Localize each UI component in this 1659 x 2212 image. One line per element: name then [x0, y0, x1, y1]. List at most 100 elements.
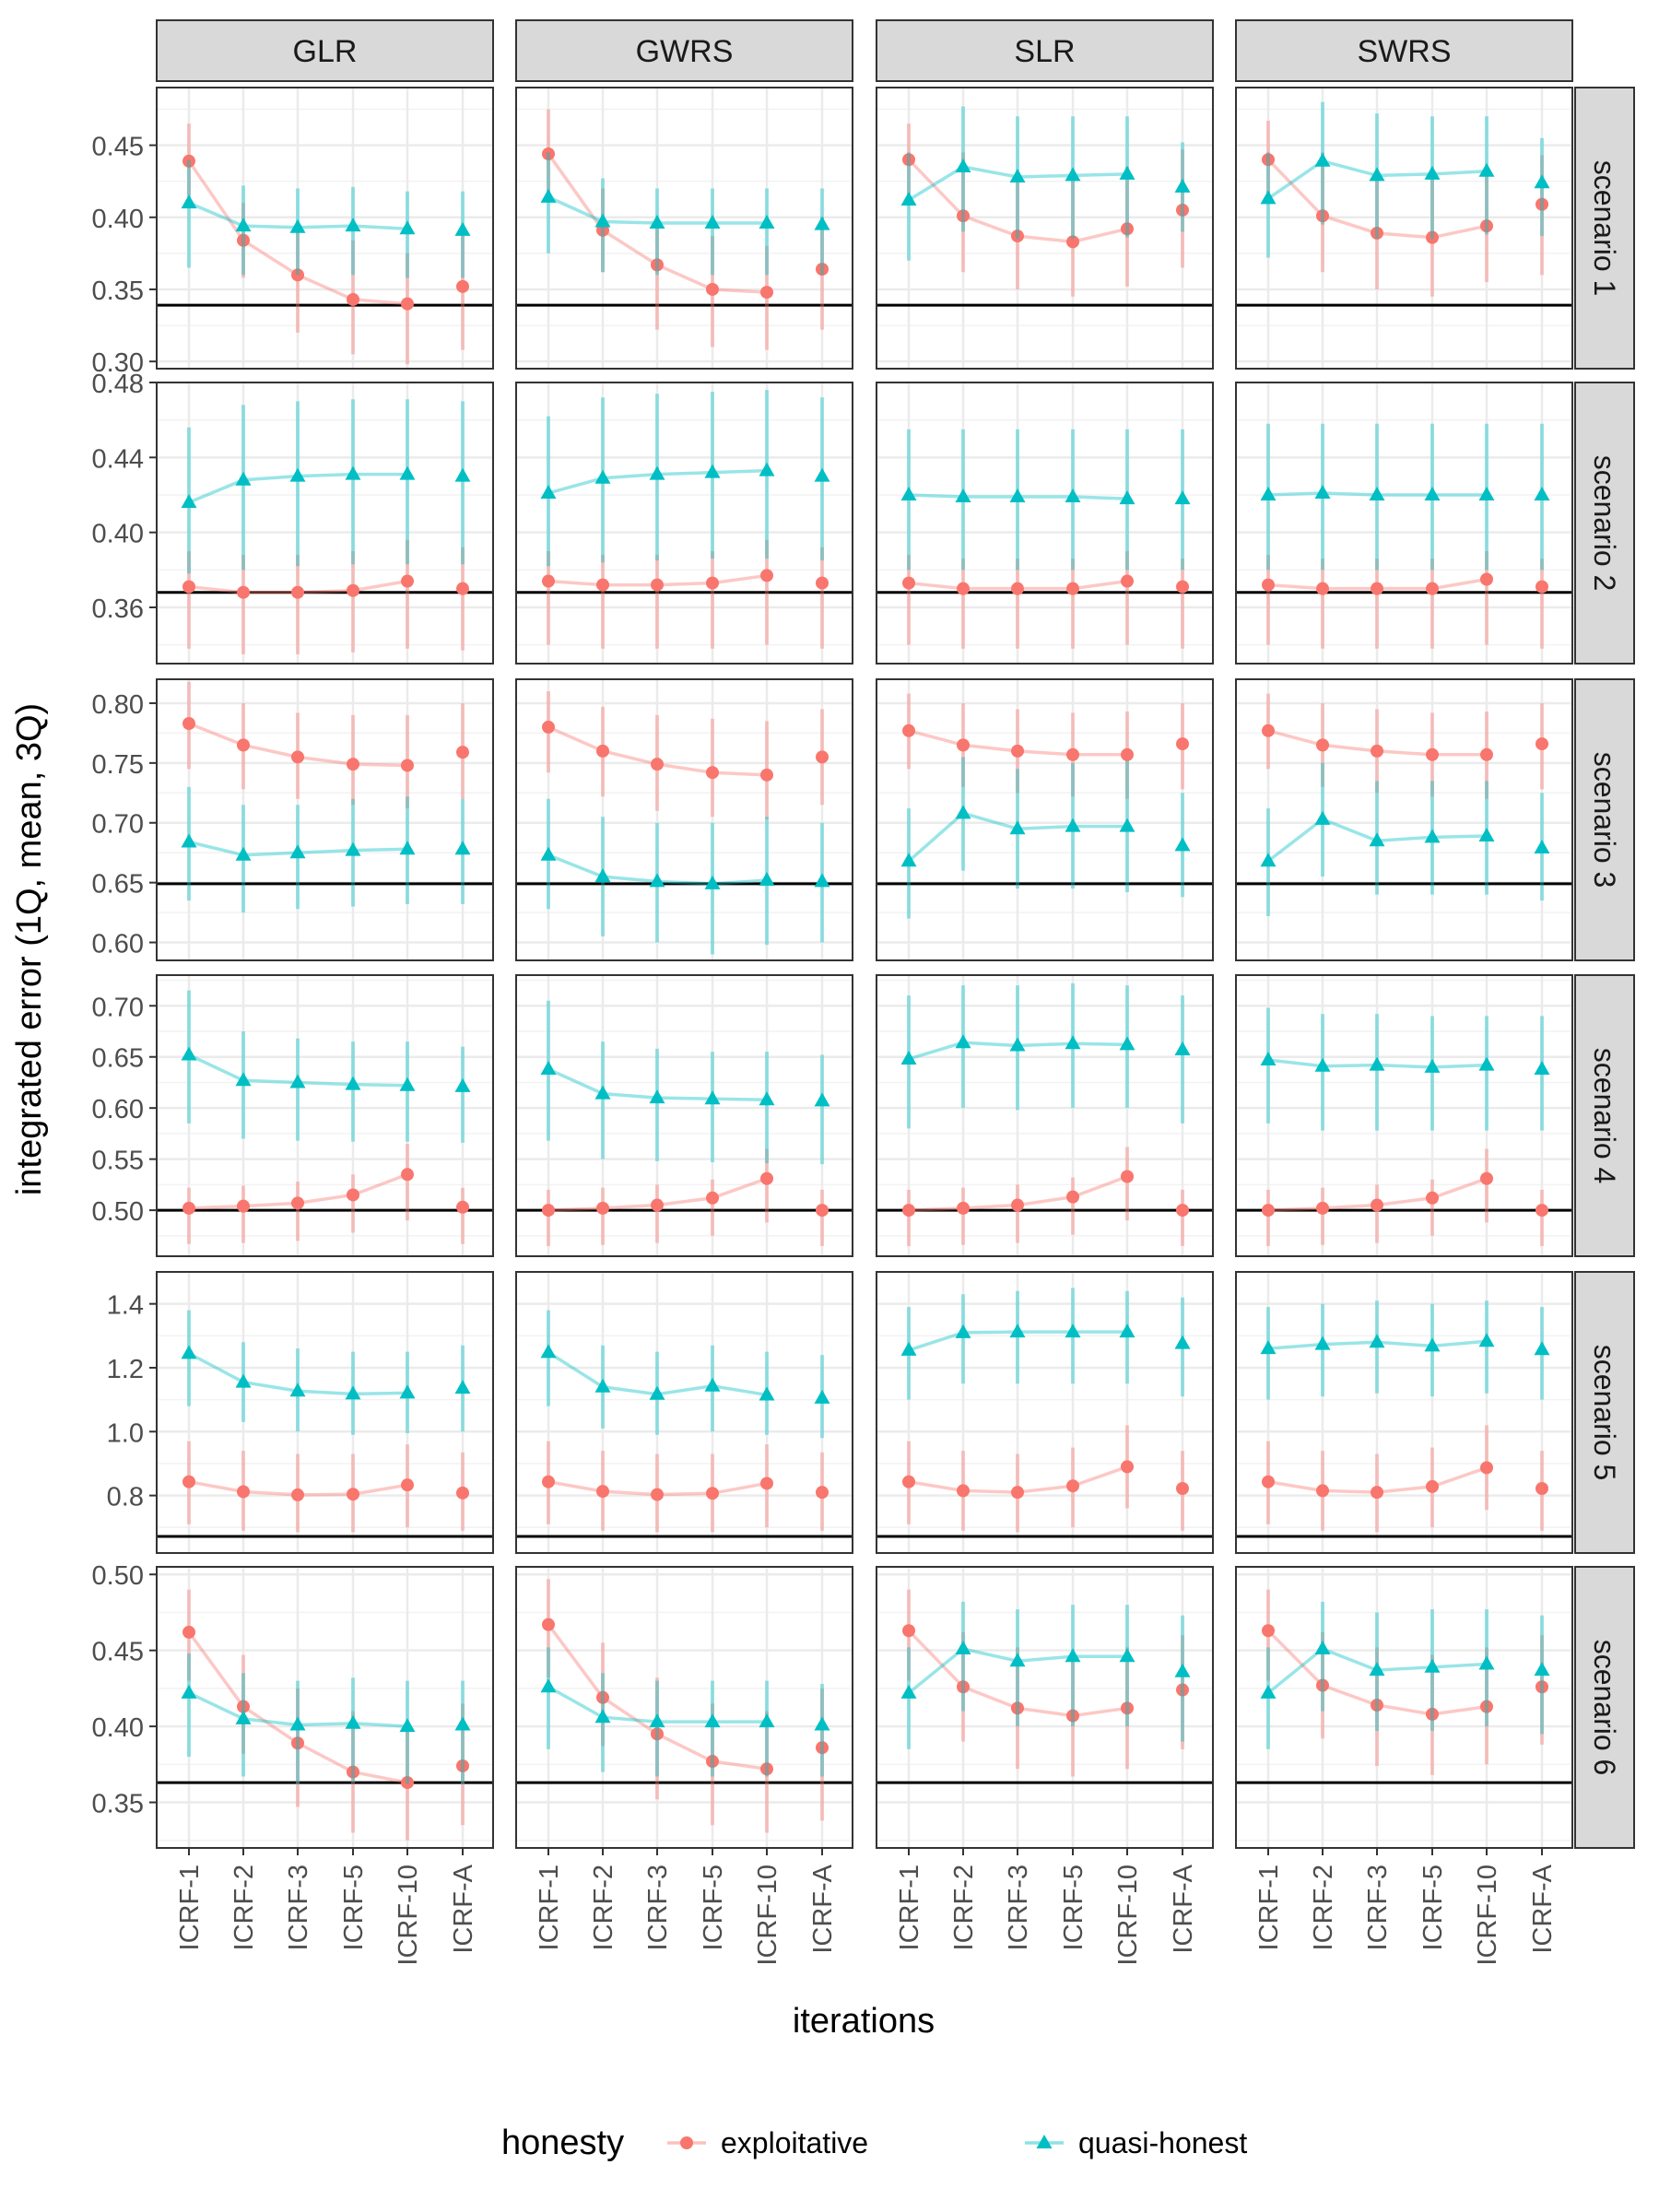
data-point	[1371, 226, 1383, 240]
y-axis-scenario-1: 0.30 0.35 0.40 0.45	[92, 133, 157, 378]
series-quasi-honest	[1260, 1300, 1550, 1400]
data-point	[345, 1714, 361, 1729]
data-point	[900, 487, 917, 500]
series-quasi-honest	[540, 798, 830, 955]
data-point	[182, 1625, 195, 1639]
data-point	[1066, 582, 1079, 595]
column-strip-label: GWRS	[636, 34, 734, 69]
data-point	[291, 750, 304, 764]
data-point	[542, 720, 555, 734]
row-strip-label: scenario 3	[1588, 752, 1621, 888]
panel-background	[1236, 1272, 1572, 1553]
row-strip-bg	[1574, 1271, 1635, 1554]
panel-gwrs-scenario-6	[515, 1566, 853, 1849]
data-point	[237, 1485, 250, 1499]
data-point	[1119, 490, 1135, 505]
data-point	[291, 1488, 304, 1501]
data-point	[1009, 1653, 1026, 1667]
x-axis-slr: ICRF-1 ICRF-2 ICRF-3 ICRF-5 ICRF-10 ICRF-A	[895, 1848, 1198, 1966]
data-point	[814, 873, 830, 888]
panel-swrs-scenario-2	[1235, 381, 1573, 665]
panel-gwrs-scenario-2	[515, 381, 853, 665]
column-strip-label: SLR	[1014, 34, 1075, 69]
data-point	[651, 758, 664, 771]
panel-slr-scenario-1	[876, 87, 1214, 370]
data-point	[816, 263, 829, 276]
series-exploitative	[182, 1441, 469, 1533]
data-point	[540, 1061, 557, 1076]
data-point	[347, 292, 359, 306]
data-point	[1009, 168, 1026, 182]
data-point	[399, 220, 416, 235]
row-strip-bg	[1574, 1566, 1635, 1849]
data-point	[704, 1377, 721, 1392]
data-point	[345, 465, 361, 480]
series-quasi-honest	[540, 1000, 830, 1165]
y-tick-label: 0.70	[92, 993, 144, 1022]
data-point	[1534, 1662, 1550, 1677]
data-point	[401, 1776, 414, 1790]
data-point	[1426, 1191, 1439, 1205]
data-point	[1174, 837, 1191, 852]
data-point	[1121, 747, 1134, 761]
data-point	[816, 576, 829, 590]
data-point	[456, 582, 469, 595]
data-point	[649, 465, 665, 480]
column-strip-bg	[515, 19, 853, 82]
y-tick-label: 0.48	[92, 370, 144, 399]
data-point	[235, 846, 252, 861]
series-exploitative	[182, 124, 469, 365]
data-point	[1065, 1324, 1081, 1338]
data-point	[456, 1486, 469, 1500]
data-point	[401, 297, 414, 311]
data-point	[1426, 1479, 1439, 1493]
data-point	[1011, 582, 1024, 595]
panel-background	[877, 679, 1213, 960]
data-point	[1369, 832, 1385, 847]
y-axis-scenario-6: 0.35 0.40 0.45 0.50	[92, 1561, 157, 1819]
data-point	[1119, 165, 1135, 180]
y-tick-label: 1.0	[107, 1418, 144, 1448]
data-point	[1065, 818, 1081, 832]
panel-background	[516, 1567, 853, 1848]
series-exploitative	[902, 124, 1189, 297]
data-point	[1478, 1056, 1495, 1071]
y-tick-label: 1.4	[107, 1291, 144, 1321]
data-point	[401, 759, 414, 772]
data-point	[594, 868, 611, 883]
column-strip-gwrs: GWRS	[515, 19, 853, 82]
series-exploitative	[1262, 551, 1548, 649]
data-point	[1065, 488, 1081, 503]
data-point	[955, 1324, 971, 1338]
x-tick-label: ICRF-A	[808, 1864, 838, 1953]
data-point	[649, 215, 665, 229]
x-axis-title: iterations	[793, 2002, 935, 2041]
data-point	[1424, 165, 1441, 180]
data-point	[1478, 1333, 1495, 1347]
x-tick-label: ICRF-A	[1169, 1864, 1198, 1953]
data-point	[957, 1201, 970, 1215]
data-point	[1314, 810, 1331, 825]
y-axis-title: integrated error (1Q, mean, 3Q)	[10, 703, 49, 1195]
data-point	[181, 194, 197, 209]
x-axis-gwrs: ICRF-1 ICRF-2 ICRF-3 ICRF-5 ICRF-10 ICRF-A	[535, 1848, 838, 1966]
panel-background	[157, 1272, 493, 1553]
data-point	[1011, 229, 1024, 243]
x-tick-label: ICRF-1	[175, 1865, 205, 1950]
data-point	[1009, 1037, 1026, 1052]
data-point	[1011, 744, 1024, 758]
legend-marker	[680, 2136, 693, 2149]
column-strip-slr: SLR	[876, 19, 1214, 82]
panel-border	[876, 974, 1214, 1257]
data-point	[900, 1684, 917, 1699]
panel-background	[1236, 679, 1572, 960]
data-point	[1426, 230, 1439, 244]
data-point	[1176, 203, 1189, 217]
data-point	[345, 218, 361, 232]
data-point	[1314, 152, 1331, 167]
data-point	[1262, 1475, 1275, 1488]
data-point	[235, 218, 252, 232]
panel-background	[516, 88, 853, 369]
data-point	[1011, 1486, 1024, 1500]
panel-swrs-scenario-6	[1235, 1566, 1573, 1849]
